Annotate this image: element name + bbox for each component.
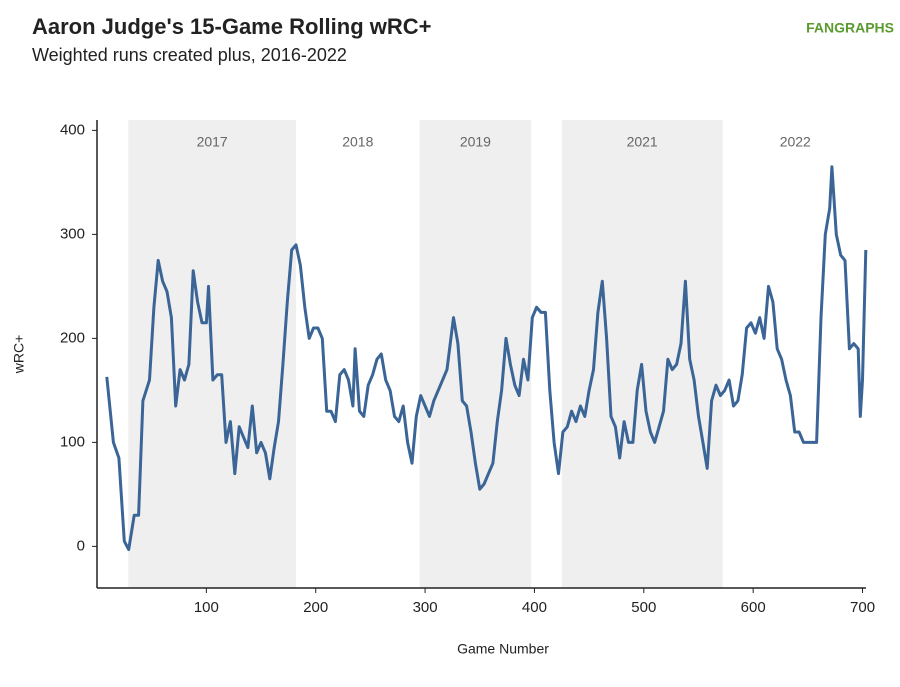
season-band bbox=[419, 120, 532, 588]
y-tick-label: 200 bbox=[60, 329, 85, 346]
x-tick-label: 700 bbox=[850, 599, 875, 616]
y-tick-label: 100 bbox=[60, 433, 85, 450]
chart-subtitle: Weighted runs created plus, 2016-2022 bbox=[32, 45, 347, 65]
season-label: 2017 bbox=[197, 134, 228, 150]
season-label: 2019 bbox=[460, 134, 491, 150]
season-label: 2022 bbox=[780, 134, 811, 150]
season-label: 2018 bbox=[342, 134, 373, 150]
x-tick-label: 200 bbox=[303, 599, 328, 616]
chart-title: Aaron Judge's 15-Game Rolling wRC+ bbox=[32, 14, 431, 39]
x-tick-label: 400 bbox=[522, 599, 547, 616]
y-tick-label: 300 bbox=[60, 225, 85, 242]
x-tick-label: 100 bbox=[194, 599, 219, 616]
season-bands: 2017 2018 2019 2021 2022 bbox=[128, 120, 811, 588]
logo: FANGRAPHS bbox=[806, 20, 894, 36]
season-band bbox=[561, 120, 723, 588]
y-tick-label: 400 bbox=[60, 121, 85, 138]
x-tick-label: 500 bbox=[631, 599, 656, 616]
data-line bbox=[105, 165, 868, 551]
season-label: 2021 bbox=[627, 134, 658, 150]
y-tick-label: 0 bbox=[77, 537, 85, 554]
y-axis-label: wRC+ bbox=[11, 335, 27, 375]
x-axis-label: Game Number bbox=[457, 641, 549, 657]
x-tick-label: 300 bbox=[413, 599, 438, 616]
x-tick-label: 600 bbox=[741, 599, 766, 616]
plot-area: 0 100 200 300 400 100 200 300 400 500 600 700 bbox=[60, 120, 875, 616]
